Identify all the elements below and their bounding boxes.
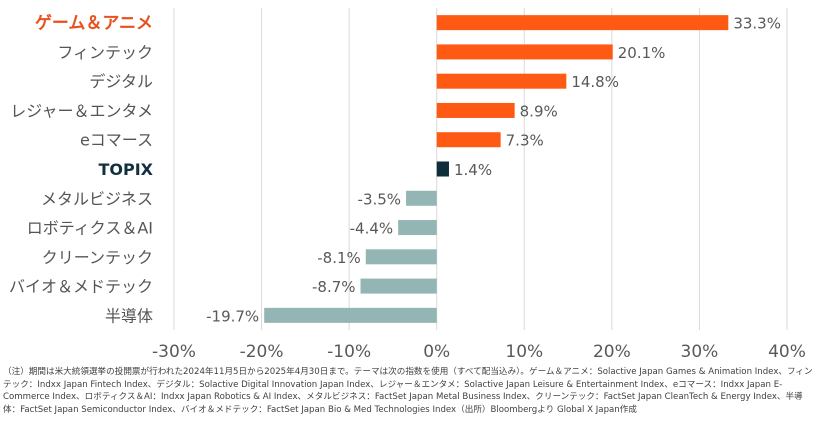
x-tick-label: 40% — [768, 342, 806, 362]
data-label: 20.1% — [618, 44, 666, 62]
bar — [436, 44, 613, 60]
data-label: 1.4% — [454, 161, 492, 179]
data-label: 7.3% — [506, 132, 544, 150]
x-tick-label: -30% — [152, 342, 196, 362]
bar — [360, 278, 437, 294]
category-label: メタルビジネス — [41, 189, 153, 208]
bar — [436, 73, 567, 89]
data-label: -4.4% — [350, 220, 394, 238]
bar — [365, 249, 437, 265]
data-label: -8.7% — [312, 278, 356, 296]
bar-chart: -30% -20% -10% 0% 10% 20% 30% 40% ゲーム＆アニメ 33.3% フィ… — [9, 8, 806, 362]
category-label: フィンテック — [57, 43, 153, 62]
category-label: TOPIX — [98, 160, 153, 179]
x-tick-label: -20% — [240, 342, 284, 362]
bar — [436, 161, 449, 177]
category-label: 半導体 — [105, 306, 153, 325]
data-label: 14.8% — [571, 73, 619, 91]
data-label: -3.5% — [358, 190, 402, 208]
x-tick-label: 10% — [505, 342, 543, 362]
category-label: eコマース — [80, 131, 153, 150]
category-label: バイオ＆メドテック — [9, 277, 153, 296]
bar — [398, 220, 437, 236]
category-label: レジャー＆エンタメ — [10, 101, 153, 120]
bar — [436, 15, 729, 31]
bar — [436, 102, 515, 118]
bar — [264, 307, 437, 323]
data-label: -8.1% — [317, 249, 361, 267]
bar — [436, 132, 501, 148]
category-label: ゲーム＆アニメ — [35, 13, 153, 34]
data-label: -19.7% — [206, 307, 259, 325]
x-tick-label: 30% — [681, 342, 719, 362]
x-tick-label: -10% — [327, 342, 371, 362]
category-label: クリーンテック — [42, 248, 153, 267]
x-tick-label: 20% — [593, 342, 631, 362]
footnote: （注）期間は米大統領選挙の投開票が行われた2024年11月5日から2025年4月… — [3, 367, 813, 415]
x-tick-label: 0% — [423, 342, 450, 362]
category-label: デジタル — [89, 72, 153, 91]
data-label: 8.9% — [520, 102, 558, 120]
category-label: ロボティクス＆AI — [27, 219, 153, 238]
bar — [406, 190, 437, 206]
data-label: 33.3% — [733, 15, 781, 33]
